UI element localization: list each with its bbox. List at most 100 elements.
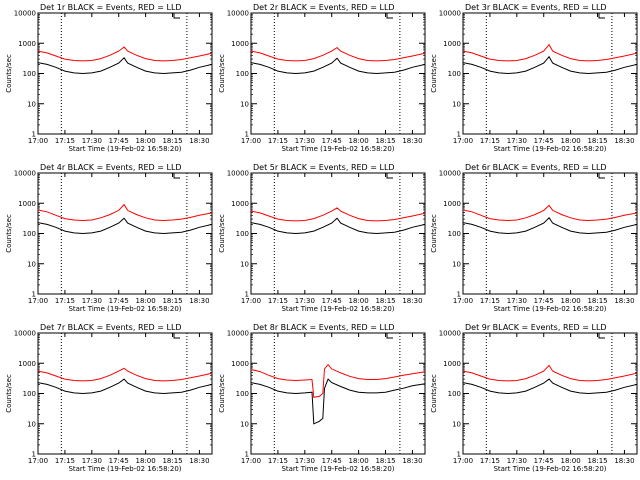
x-tick-label: 17:45 xyxy=(534,137,554,145)
panel-det-7r: Det 7r BLACK = Events, RED = LLD 17:00 17:… xyxy=(5,323,213,473)
x-tick-label: 18:00 xyxy=(136,137,156,145)
y-tick-label: 1000 xyxy=(18,360,36,368)
plot-frame xyxy=(37,332,213,455)
corner-marker xyxy=(598,173,605,179)
lld-series-line xyxy=(462,364,638,382)
panel-det-6r: Det 6r BLACK = Events, RED = LLD 17:00 17:… xyxy=(430,163,638,313)
y-tick-label: 10 xyxy=(452,260,461,268)
x-tick-label: 18:15 xyxy=(162,457,182,465)
y-tick-label: 10000 xyxy=(14,330,36,338)
corner-marker xyxy=(386,13,393,19)
x-tick-label: 18:00 xyxy=(561,297,581,305)
x-tick-label: 17:45 xyxy=(534,457,554,465)
x-tick-label: 18:15 xyxy=(375,137,395,145)
events-series-line xyxy=(462,378,638,395)
x-tick-label: 18:00 xyxy=(349,137,369,145)
y-tick-label: 100 xyxy=(448,390,461,398)
lld-series-line xyxy=(250,207,426,222)
panel-det-2r: Det 2r BLACK = Events, RED = LLD 17:00 17:… xyxy=(218,3,426,153)
panel-title: Det 9r BLACK = Events, RED = LLD xyxy=(465,323,607,332)
y-tick-label: 1 xyxy=(245,451,249,459)
panel-title: Det 5r BLACK = Events, RED = LLD xyxy=(253,163,395,172)
y-tick-label: 100 xyxy=(23,70,36,78)
panel-title: Det 2r BLACK = Events, RED = LLD xyxy=(253,3,395,12)
y-tick-label: 1000 xyxy=(18,40,36,48)
lld-series-line xyxy=(250,46,426,62)
corner-marker xyxy=(173,333,180,339)
lld-series-line xyxy=(462,43,638,62)
x-tick-label: 18:00 xyxy=(561,457,581,465)
y-tick-label: 10000 xyxy=(439,10,461,18)
x-axis-label: Start Time (19-Feb-02 16:58:20) xyxy=(68,145,181,153)
y-tick-label: 1 xyxy=(457,451,461,459)
y-tick-label: 10000 xyxy=(14,170,36,178)
x-axis-label: Start Time (19-Feb-02 16:58:20) xyxy=(281,465,394,473)
y-tick-label: 10 xyxy=(240,420,249,428)
corner-marker xyxy=(386,173,393,179)
y-tick-label: 10 xyxy=(452,100,461,108)
y-tick-label: 10000 xyxy=(227,330,249,338)
x-axis-label: Start Time (19-Feb-02 16:58:20) xyxy=(68,305,181,313)
x-tick-label: 17:15 xyxy=(55,457,75,465)
y-axis-label: Counts/sec xyxy=(5,214,13,253)
x-tick-label: 17:00 xyxy=(453,297,473,305)
panel-title: Det 8r BLACK = Events, RED = LLD xyxy=(253,323,395,332)
y-tick-label: 1 xyxy=(32,291,36,299)
lld-series-line xyxy=(37,367,213,382)
x-tick-label: 17:00 xyxy=(28,137,48,145)
x-tick-label: 17:30 xyxy=(295,457,315,465)
x-tick-label: 18:30 xyxy=(189,297,209,305)
y-tick-label: 10 xyxy=(240,260,249,268)
x-tick-label: 17:15 xyxy=(480,457,500,465)
events-series-line xyxy=(462,55,638,75)
x-tick-label: 17:00 xyxy=(28,297,48,305)
y-tick-label: 10000 xyxy=(439,170,461,178)
events-series-line xyxy=(37,217,213,235)
x-axis-label: Start Time (19-Feb-02 16:58:20) xyxy=(493,465,606,473)
plot-frame xyxy=(250,12,426,135)
x-tick-label: 17:30 xyxy=(82,297,102,305)
corner-marker xyxy=(173,13,180,19)
y-tick-label: 10 xyxy=(27,260,36,268)
y-tick-label: 100 xyxy=(448,230,461,238)
x-tick-label: 17:00 xyxy=(453,457,473,465)
events-series-line xyxy=(462,217,638,235)
y-tick-label: 1000 xyxy=(231,200,249,208)
corner-marker xyxy=(386,333,393,339)
x-tick-label: 17:15 xyxy=(268,457,288,465)
x-axis-label: Start Time (19-Feb-02 16:58:20) xyxy=(493,145,606,153)
panel-title: Det 7r BLACK = Events, RED = LLD xyxy=(40,323,182,332)
y-axis-label: Counts/sec xyxy=(5,54,13,93)
x-tick-label: 18:00 xyxy=(561,137,581,145)
plot-frame xyxy=(462,332,638,455)
plot-frame xyxy=(37,12,213,135)
y-tick-label: 10000 xyxy=(227,10,249,18)
y-tick-label: 100 xyxy=(23,390,36,398)
x-tick-label: 18:30 xyxy=(402,457,422,465)
panel-det-3r: Det 3r BLACK = Events, RED = LLD 17:00 17:… xyxy=(430,3,638,153)
y-tick-label: 1000 xyxy=(443,360,461,368)
y-tick-label: 1 xyxy=(457,131,461,139)
x-tick-label: 18:00 xyxy=(136,297,156,305)
y-tick-label: 10000 xyxy=(439,330,461,338)
corner-marker xyxy=(598,333,605,339)
x-tick-label: 18:30 xyxy=(614,297,634,305)
x-tick-label: 17:15 xyxy=(480,297,500,305)
x-tick-label: 18:15 xyxy=(375,457,395,465)
x-tick-label: 17:00 xyxy=(241,137,261,145)
x-tick-label: 18:15 xyxy=(375,297,395,305)
x-tick-label: 18:15 xyxy=(587,457,607,465)
panel-det-1r: Det 1r BLACK = Events, RED = LLD 17:00 17:… xyxy=(5,3,213,153)
y-tick-label: 10 xyxy=(240,100,249,108)
panel-det-5r: Det 5r BLACK = Events, RED = LLD 17:00 17:… xyxy=(218,163,426,313)
lld-series-line xyxy=(250,363,426,398)
x-axis-label: Start Time (19-Feb-02 16:58:20) xyxy=(281,145,394,153)
y-tick-label: 100 xyxy=(23,230,36,238)
x-tick-label: 18:30 xyxy=(402,137,422,145)
x-tick-label: 17:45 xyxy=(109,297,129,305)
x-tick-label: 17:45 xyxy=(109,457,129,465)
events-series-line xyxy=(250,57,426,75)
events-series-line xyxy=(250,378,426,425)
x-axis-label: Start Time (19-Feb-02 16:58:20) xyxy=(68,465,181,473)
y-tick-label: 100 xyxy=(236,390,249,398)
